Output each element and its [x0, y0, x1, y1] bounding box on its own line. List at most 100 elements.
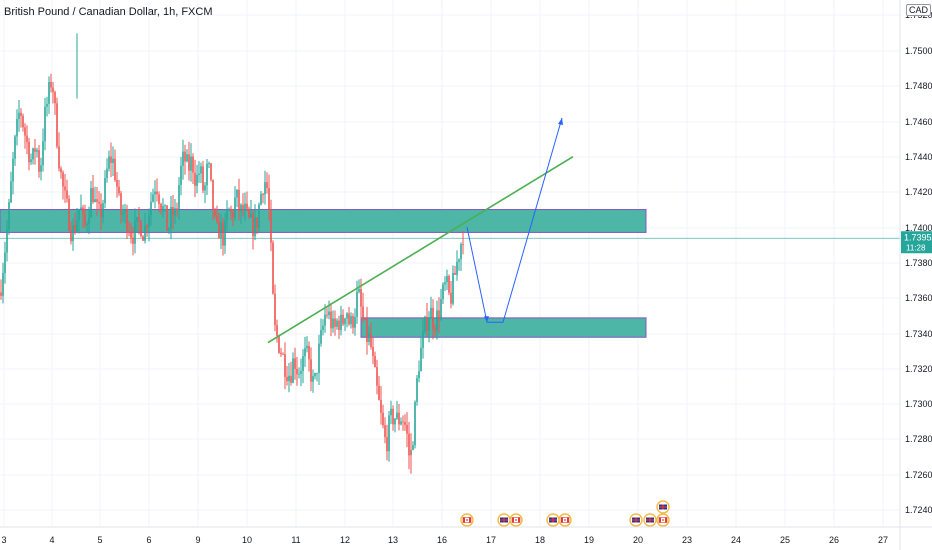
candle-body [202, 166, 204, 191]
candle-body [4, 252, 6, 274]
candle-body [244, 203, 246, 211]
candle-body [72, 225, 74, 242]
candle-body [90, 187, 92, 218]
candle-body [356, 291, 358, 317]
candle-body [114, 158, 116, 180]
candle-body [228, 208, 230, 211]
candle-body [462, 244, 464, 245]
candle-body [120, 193, 122, 215]
candle-body [62, 172, 64, 187]
zones[interactable] [0, 209, 647, 338]
currency-badge[interactable]: CAD [906, 4, 932, 16]
candle-body [110, 156, 112, 164]
candle-body [154, 191, 156, 195]
price-label: 1.73957 [904, 232, 932, 242]
event-flag-icon[interactable] [629, 513, 643, 527]
candle-body [292, 358, 294, 383]
candle-body [324, 314, 326, 326]
countdown-label: 11:28 [906, 243, 926, 252]
event-flag-icon[interactable] [656, 513, 670, 527]
candle-body [148, 214, 150, 228]
ca-flag-band [665, 517, 667, 523]
event-flag-icon[interactable] [558, 513, 572, 527]
candle-body [226, 210, 228, 221]
event-flag-icon[interactable] [460, 513, 474, 527]
event-flag-icon[interactable] [509, 513, 523, 527]
candle-body [2, 273, 4, 296]
candle-body [388, 415, 390, 452]
candle-body [190, 156, 192, 171]
candle-body [116, 179, 118, 187]
drawings[interactable] [267, 117, 574, 344]
candle-body [408, 433, 410, 456]
x-tick-label: 23 [682, 535, 692, 545]
candle-body [58, 146, 60, 169]
candle-body [346, 313, 348, 319]
candle-body [290, 375, 292, 383]
ca-flag-band [463, 517, 465, 523]
candle-body [424, 316, 426, 332]
candle-body [76, 220, 78, 232]
gb-flag-cross [649, 517, 651, 523]
candle-body [180, 165, 182, 186]
candle-body [284, 354, 286, 377]
candle-body [70, 230, 72, 242]
candle-body [308, 345, 310, 360]
candle-body [44, 106, 46, 142]
ca-flag-leaf [662, 519, 664, 521]
candle-body [78, 208, 80, 221]
candle-body [444, 282, 446, 285]
candle-body [304, 348, 306, 357]
event-flag-icon[interactable] [643, 513, 657, 527]
candle-body [184, 151, 186, 162]
candle-body [162, 205, 164, 211]
candle-body [46, 103, 48, 107]
y-tick-label: 1.72600 [905, 470, 932, 480]
candle-body [92, 187, 94, 202]
x-tick-label: 27 [878, 535, 888, 545]
candle-body [230, 208, 232, 213]
candle-body [84, 214, 86, 225]
candle-body [342, 314, 344, 325]
events[interactable] [460, 500, 670, 527]
candle-body [354, 316, 356, 328]
event-flag-icon[interactable] [656, 500, 670, 514]
projection-path [466, 117, 563, 323]
candle-body [286, 376, 288, 382]
y-tick-label: 1.72800 [905, 434, 932, 444]
candle-body [12, 158, 14, 182]
event-flag-icon[interactable] [546, 513, 560, 527]
candle-body [42, 141, 44, 166]
candle-body [440, 299, 442, 320]
y-tick-label: 1.73400 [905, 329, 932, 339]
x-tick-label: 3 [1, 535, 6, 545]
candle-body [368, 333, 370, 342]
candle-body [420, 347, 422, 372]
event-flag-icon[interactable] [497, 513, 511, 527]
ca-flag-leaf [515, 519, 517, 521]
candle-body [26, 135, 28, 142]
candle-body [220, 222, 222, 239]
candle-body [32, 148, 34, 160]
candle-body [294, 358, 296, 370]
candle-body [106, 168, 108, 178]
candle-body [406, 424, 408, 434]
candle-body [454, 273, 456, 275]
candle-body [300, 371, 302, 374]
candle-body [98, 201, 100, 204]
candle-body [146, 226, 148, 228]
x-tick-label: 26 [829, 535, 839, 545]
candle-body [350, 316, 352, 325]
candle-body [28, 141, 30, 163]
candle-body [102, 203, 104, 218]
candle-body [242, 204, 244, 211]
candle-body [398, 412, 400, 425]
candle-body [16, 118, 18, 137]
x-tick-label: 25 [780, 535, 790, 545]
candle-body [100, 203, 102, 218]
x-tick-label: 4 [49, 535, 54, 545]
candle-body [414, 401, 416, 446]
candle-body [250, 213, 252, 218]
